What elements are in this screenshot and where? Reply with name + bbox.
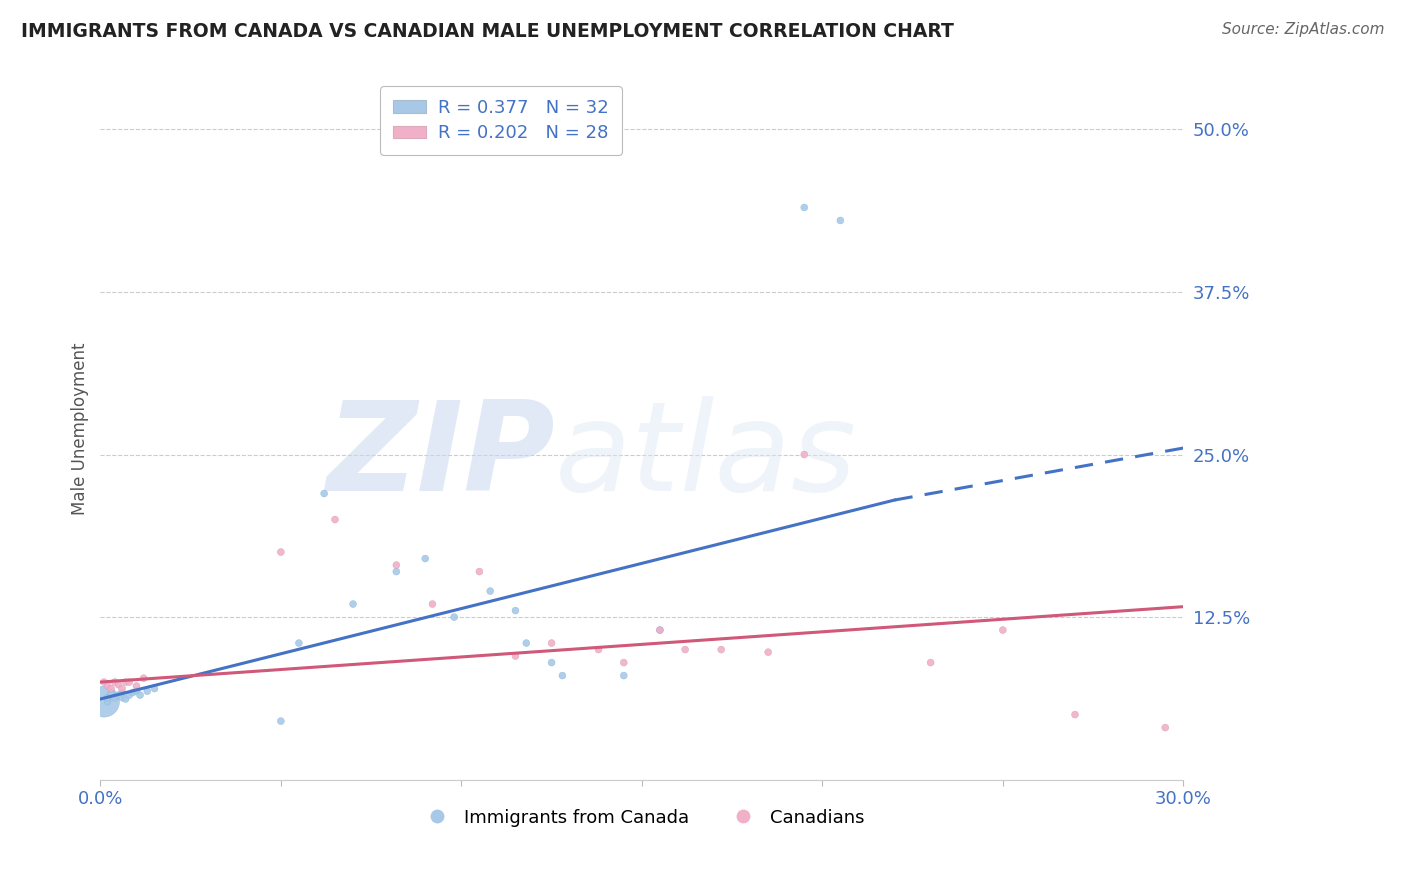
- Point: [100, 685, 122, 699]
- Point: [129, 688, 152, 702]
- Point: [104, 690, 127, 705]
- Point: [111, 681, 134, 696]
- Point: [673, 642, 696, 657]
- Point: [515, 636, 537, 650]
- Point: [93, 675, 115, 690]
- Point: [710, 642, 733, 657]
- Point: [93, 695, 115, 709]
- Point: [443, 610, 465, 624]
- Point: [468, 565, 491, 579]
- Point: [1064, 707, 1087, 722]
- Point: [132, 671, 155, 685]
- Point: [107, 688, 129, 702]
- Legend: Immigrants from Canada, Canadians: Immigrants from Canada, Canadians: [412, 801, 872, 834]
- Point: [270, 545, 292, 559]
- Point: [793, 201, 815, 215]
- Point: [648, 623, 671, 637]
- Point: [121, 685, 143, 699]
- Point: [413, 551, 436, 566]
- Point: [385, 558, 408, 572]
- Point: [97, 679, 120, 693]
- Point: [125, 679, 148, 693]
- Point: [323, 512, 346, 526]
- Point: [314, 486, 336, 500]
- Point: [588, 642, 610, 657]
- Point: [793, 448, 815, 462]
- Point: [114, 692, 136, 706]
- Point: [288, 636, 311, 650]
- Point: [111, 690, 134, 705]
- Point: [613, 668, 636, 682]
- Text: Source: ZipAtlas.com: Source: ZipAtlas.com: [1222, 22, 1385, 37]
- Text: atlas: atlas: [555, 396, 858, 517]
- Point: [613, 656, 636, 670]
- Point: [551, 668, 574, 682]
- Point: [505, 603, 527, 617]
- Point: [143, 681, 166, 696]
- Point: [422, 597, 444, 611]
- Point: [479, 584, 502, 599]
- Point: [540, 656, 562, 670]
- Point: [97, 695, 120, 709]
- Text: IMMIGRANTS FROM CANADA VS CANADIAN MALE UNEMPLOYMENT CORRELATION CHART: IMMIGRANTS FROM CANADA VS CANADIAN MALE …: [21, 22, 953, 41]
- Point: [100, 688, 122, 702]
- Point: [385, 565, 408, 579]
- Point: [920, 656, 942, 670]
- Point: [756, 645, 779, 659]
- Point: [540, 636, 562, 650]
- Point: [97, 690, 120, 705]
- Point: [118, 675, 141, 690]
- Point: [648, 623, 671, 637]
- Y-axis label: Male Unemployment: Male Unemployment: [72, 343, 89, 515]
- Point: [1154, 721, 1177, 735]
- Point: [125, 684, 148, 698]
- Text: ZIP: ZIP: [326, 396, 555, 517]
- Point: [114, 675, 136, 690]
- Point: [100, 681, 122, 696]
- Point: [505, 649, 527, 664]
- Point: [136, 684, 159, 698]
- Point: [342, 597, 364, 611]
- Point: [111, 685, 134, 699]
- Point: [107, 678, 129, 692]
- Point: [104, 675, 127, 690]
- Point: [830, 213, 852, 227]
- Point: [118, 688, 141, 702]
- Point: [991, 623, 1014, 637]
- Point: [270, 714, 292, 728]
